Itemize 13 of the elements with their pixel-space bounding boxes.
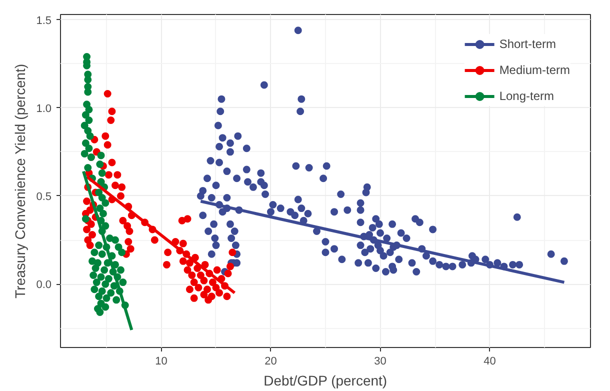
x-tick-label: 30 (374, 356, 386, 368)
x-tick-label: 20 (264, 356, 277, 368)
y-tick-label: 1.5 (36, 14, 52, 27)
legend-label: Short-term (499, 37, 556, 51)
legend-label: Medium-term (499, 63, 570, 77)
x-tick-label: 40 (484, 356, 496, 368)
legend-label: Long-term (499, 89, 554, 103)
x-tick-label: 10 (155, 356, 168, 368)
y-tick-label: 0.5 (36, 190, 52, 203)
y-axis-title: Treasury Convenience Yield (percent) (12, 64, 28, 298)
y-tick-label: 0.0 (36, 279, 52, 292)
y-tick-label: 1.0 (36, 102, 52, 115)
x-axis-title: Debt/GDP (percent) (264, 372, 388, 388)
